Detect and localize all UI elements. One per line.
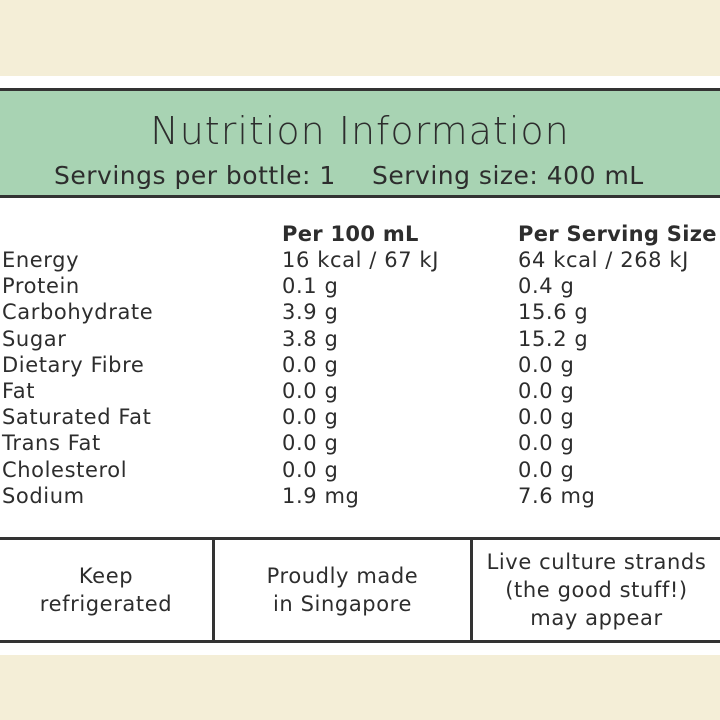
table-row: Sugar 3.8 g 15.2 g: [0, 327, 720, 353]
nutrient-name: Protein: [2, 274, 80, 299]
per-serving-value: 0.0 g: [518, 352, 575, 377]
serving-size: Serving size: 400 mL: [372, 161, 644, 190]
per-serving-value: 7.6 mg: [518, 483, 596, 508]
table-row: Protein 0.1 g 0.4 g: [0, 274, 720, 300]
per-100ml-value: 0.0 g: [282, 405, 339, 430]
column-header-per-100ml: Per 100 mL: [282, 222, 419, 246]
per-serving-value: 64 kcal / 268 kJ: [518, 248, 689, 272]
top-background: [0, 0, 720, 76]
per-serving-value: 0.0 g: [518, 457, 575, 482]
table-row: Fat 0.0 g 0.0 g: [0, 379, 720, 405]
nutrient-name: Carbohydrate: [2, 300, 154, 325]
per-100ml-value: 0.1 g: [282, 274, 339, 299]
footer-culture-text: Live culture strands (the good stuff!) m…: [486, 550, 707, 630]
per-100ml-value: 1.9 mg: [282, 483, 360, 508]
bottom-background: [0, 655, 720, 720]
footer-origin-text: Proudly made in Singapore: [266, 564, 419, 616]
per-100ml-value: 0.0 g: [282, 379, 339, 403]
per-100ml-value: 0.0 g: [282, 431, 339, 456]
table-row: Saturated Fat 0.0 g 0.0 g: [0, 405, 720, 431]
footer-storage-note: Keep refrigerated: [0, 540, 215, 640]
per-100ml-value: 0.0 g: [282, 352, 339, 377]
per-serving-value: 15.2 g: [518, 326, 589, 351]
nutrient-name: Cholesterol: [2, 457, 128, 482]
nutrient-name: Sugar: [2, 326, 67, 351]
table-row: Sodium 1.9 mg 7.6 mg: [0, 484, 720, 510]
label-footer: Keep refrigerated Proudly made in Singap…: [0, 537, 720, 643]
nutrient-name: Fat: [2, 379, 36, 403]
per-100ml-value: 16 kcal / 67 kJ: [282, 248, 439, 272]
per-100ml-value: 3.9 g: [282, 300, 339, 325]
column-header-per-serving: Per Serving Size: [518, 222, 717, 246]
table-row: Energy 16 kcal / 67 kJ 64 kcal / 268 kJ: [0, 248, 720, 274]
footer-storage-text: Keep refrigerated: [39, 564, 173, 616]
per-serving-value: 0.0 g: [518, 379, 575, 403]
nutrient-name: Energy: [2, 248, 80, 272]
label-header: Nutrition Information Servings per bottl…: [0, 88, 720, 198]
footer-origin-note: Proudly made in Singapore: [215, 540, 473, 640]
table-row: Dietary Fibre 0.0 g 0.0 g: [0, 353, 720, 379]
table-row: Trans Fat 0.0 g 0.0 g: [0, 431, 720, 457]
nutrient-name: Trans Fat: [2, 431, 101, 456]
table-row: Cholesterol 0.0 g 0.0 g: [0, 458, 720, 484]
per-serving-value: 0.4 g: [518, 274, 575, 299]
table-row: Carbohydrate 3.9 g 15.6 g: [0, 300, 720, 326]
nutrition-label: Nutrition Information Servings per bottl…: [0, 76, 720, 655]
per-serving-value: 15.6 g: [518, 300, 589, 325]
footer-culture-note: Live culture strands (the good stuff!) m…: [473, 540, 720, 640]
per-serving-value: 0.0 g: [518, 405, 575, 430]
per-serving-value: 0.0 g: [518, 431, 575, 456]
nutrient-name: Sodium: [2, 483, 85, 508]
nutrient-name: Saturated Fat: [2, 405, 152, 430]
per-100ml-value: 0.0 g: [282, 457, 339, 482]
per-100ml-value: 3.8 g: [282, 326, 339, 351]
servings-per-bottle: Servings per bottle: 1: [54, 161, 336, 190]
nutrient-name: Dietary Fibre: [2, 352, 145, 377]
label-title: Nutrition Information: [150, 109, 570, 153]
